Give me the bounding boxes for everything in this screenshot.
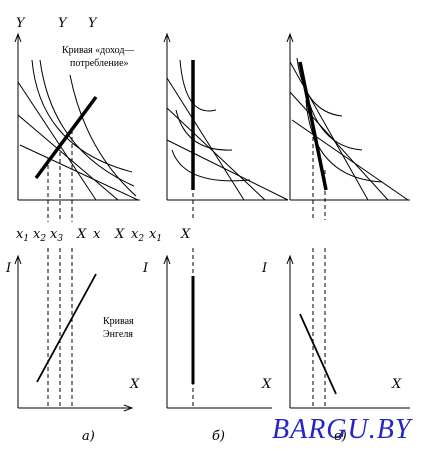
indifference-curve <box>179 59 217 112</box>
x-axis-label-b: X <box>114 227 125 242</box>
indifference-curve <box>39 59 135 187</box>
bottom-y-label-b: I <box>142 261 149 276</box>
panel-label-b: б) <box>212 429 225 444</box>
x3-label: x3 <box>50 227 63 244</box>
x-axis-label-c: X <box>180 227 191 242</box>
engel-curve <box>36 273 97 383</box>
indifference-curve <box>175 109 233 151</box>
icc-label-line1: Кривая «доход— <box>62 45 135 56</box>
x2-label: x2 <box>33 227 46 244</box>
budget-line <box>291 119 409 201</box>
budget-line <box>166 139 289 201</box>
budget-line <box>17 81 97 201</box>
budget-line <box>17 114 119 201</box>
watermark-logo: BARGU.BY <box>272 414 414 445</box>
panel-a-bottom-y-arrow <box>14 254 22 265</box>
budget-line <box>166 77 245 201</box>
icc-label-line2: потребление» <box>70 58 129 69</box>
engel-label-line2: Энгеля <box>103 329 133 340</box>
budget-line <box>289 91 389 201</box>
engel-label-line1: Кривая <box>103 316 134 327</box>
income-consumption-curve <box>298 61 328 191</box>
panel-c-bottom <box>286 248 410 409</box>
panel-a-bottom <box>14 248 134 412</box>
indifference-curve <box>31 59 133 173</box>
panel-c-top <box>286 32 410 220</box>
panel-a-top-y-arrow <box>14 32 22 43</box>
indifference-curve <box>296 57 343 117</box>
budget-line <box>19 144 139 201</box>
x1b-label: x1 <box>149 227 162 244</box>
panel-b-top-y-arrow <box>163 32 171 43</box>
panel-b-bottom-y-arrow <box>163 254 171 265</box>
top-y-label-b: Y <box>58 16 68 31</box>
bottom-y-label-a: I <box>5 261 12 276</box>
panel-b-bottom <box>163 248 272 409</box>
x-label-mid: x <box>93 227 101 242</box>
bottom-y-label-c: I <box>261 261 268 276</box>
x2b-label: x2 <box>131 227 144 244</box>
top-y-label-c: Y <box>88 16 98 31</box>
budget-line <box>289 61 369 201</box>
budget-line <box>166 107 266 201</box>
panel-c-top-y-arrow <box>286 32 294 43</box>
bottom-x-label-c: X <box>391 377 402 392</box>
top-y-label-a: Y <box>16 16 26 31</box>
bottom-x-label-b: X <box>261 377 272 392</box>
x1-label: x1 <box>16 227 29 244</box>
indifference-curve <box>69 74 137 197</box>
income-consumption-curve <box>34 95 98 180</box>
engel-curve <box>299 313 337 395</box>
panel-c-bottom-y-arrow <box>286 254 294 265</box>
panel-label-a: а) <box>82 429 95 444</box>
bottom-x-label-a: X <box>129 377 140 392</box>
panel-a-top <box>14 32 140 222</box>
panel-label-c: в) <box>334 429 347 444</box>
panel-b-top <box>163 32 289 220</box>
panel-a-bottom-x-arrow <box>123 404 134 412</box>
indifference-curve <box>305 99 383 183</box>
indifference-curve <box>171 149 251 182</box>
x-axis-label-a: X <box>76 227 87 242</box>
